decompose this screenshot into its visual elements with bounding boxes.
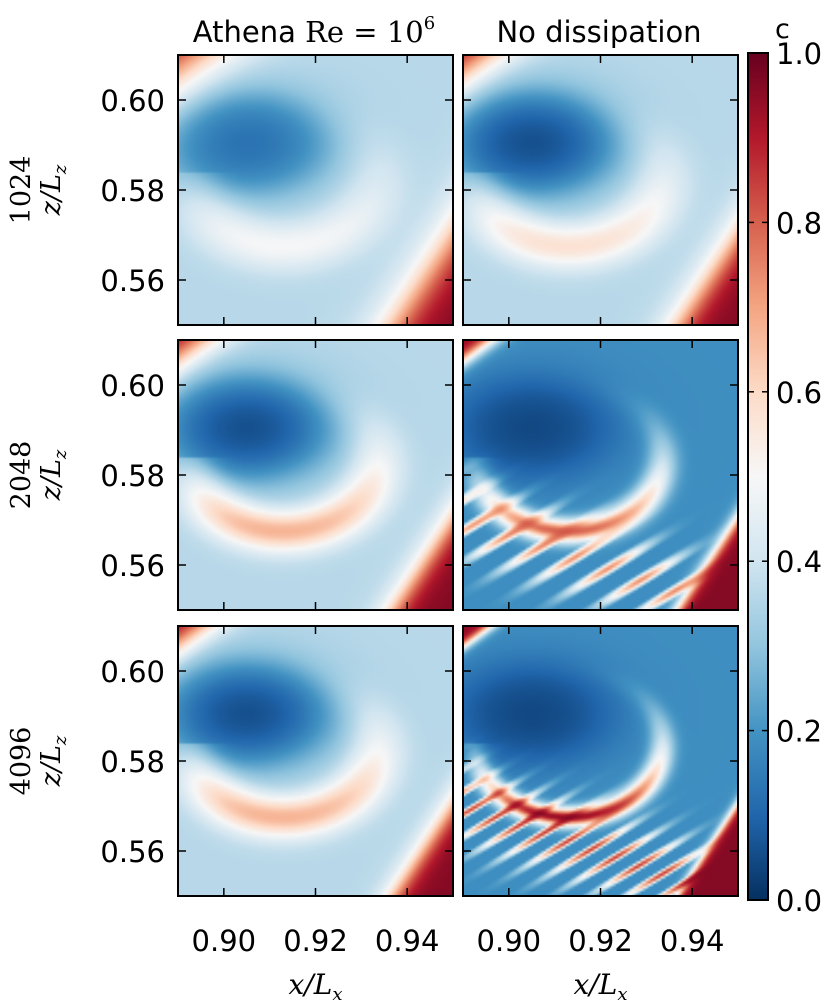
panel-4096-athena xyxy=(177,625,454,897)
heatmap-image xyxy=(178,55,453,325)
x-tick-label: 0.92 xyxy=(283,924,348,958)
panel-2048-no-dissipation xyxy=(462,339,739,611)
heatmap-image xyxy=(463,55,738,325)
y-tick-label: 0.58 xyxy=(100,745,165,779)
y-tick-label: 0.60 xyxy=(100,655,165,689)
panel-2048-athena xyxy=(177,339,454,611)
y-axis-label: z/Lz xyxy=(36,735,71,787)
y-axis-label-sub: z xyxy=(50,735,71,746)
column-title-1-prefix: Athena xyxy=(193,15,305,49)
column-title-1: Athena Re = 106 xyxy=(193,13,435,49)
colorbar-tick-label: 0.6 xyxy=(776,376,822,410)
x-axis-label-sub: x xyxy=(332,984,342,1005)
heatmap-image xyxy=(178,626,453,896)
y-tick-label: 0.56 xyxy=(100,549,165,583)
colorbar-ticks: 0.0 0.2 0.4 0.6 0.8 1.0 xyxy=(748,37,822,918)
x-tick-label: 0.92 xyxy=(568,924,633,958)
colorbar-tick-label: 0.2 xyxy=(776,715,822,749)
y-axis-label: z/Lz xyxy=(36,449,71,501)
row-label: 4096 xyxy=(6,727,37,796)
colorbar-tick-label: 0.0 xyxy=(776,884,822,918)
heatmap-image xyxy=(463,626,738,896)
y-axis-label-main: z/L xyxy=(36,459,67,501)
column-title-1-math: Re = 10 xyxy=(305,15,424,49)
y-tick-label: 0.60 xyxy=(100,84,165,118)
y-axis-label-sub: z xyxy=(50,449,71,460)
y-tick-labels: 0.56 0.58 0.60 0.56 0.58 0.60 0.56 0.58 0.60 xyxy=(100,84,165,869)
y-axis-label-main: z/L xyxy=(36,174,67,216)
panel-1024-athena xyxy=(177,54,454,326)
x-tick-label: 0.90 xyxy=(477,924,542,958)
heatmap-image xyxy=(463,340,738,610)
y-tick-label: 0.56 xyxy=(100,264,165,298)
y-tick-label: 0.60 xyxy=(100,369,165,403)
x-axis-label-sub: x xyxy=(617,984,627,1005)
y-axis-label-main: z/L xyxy=(36,745,67,787)
x-axis-label-main: x/L xyxy=(574,968,618,1001)
colorbar-tick-label: 0.8 xyxy=(776,206,822,240)
y-tick-label: 0.58 xyxy=(100,459,165,493)
y-tick-label: 0.56 xyxy=(100,835,165,869)
column-title-2: No dissipation xyxy=(496,15,701,49)
x-tick-label: 0.90 xyxy=(192,924,257,958)
heatmap-image xyxy=(178,340,453,610)
x-axis-label-main: x/L xyxy=(289,968,333,1001)
panel-grid xyxy=(177,54,739,897)
colorbar-tick-label: 1.0 xyxy=(776,37,822,71)
column-title-1-sup: 6 xyxy=(424,13,435,34)
x-tick-label: 0.94 xyxy=(375,924,440,958)
colorbar: c 0.0 0.2 0.4 0.6 0.8 1.0 xyxy=(747,14,822,918)
x-tick-label: 0.94 xyxy=(660,924,725,958)
y-tick-label: 0.58 xyxy=(100,174,165,208)
x-axis-label: x/Lx xyxy=(574,968,628,1005)
x-tick-labels: 0.90 0.92 0.94 0.90 0.92 0.94 xyxy=(192,924,725,958)
y-axis-label-sub: z xyxy=(50,164,71,175)
y-axis-label: z/Lz xyxy=(36,164,71,216)
panel-4096-no-dissipation xyxy=(462,625,739,897)
row-label: 2048 xyxy=(6,441,37,510)
colorbar-tick-label: 0.4 xyxy=(776,545,822,579)
row-label: 1024 xyxy=(6,156,37,225)
panel-1024-no-dissipation xyxy=(462,54,739,326)
colorbar-label: c xyxy=(775,14,790,45)
x-axis-labels: x/Lx x/Lx xyxy=(289,968,628,1005)
x-axis-label: x/Lx xyxy=(289,968,343,1005)
colorbar-fill xyxy=(747,52,769,901)
